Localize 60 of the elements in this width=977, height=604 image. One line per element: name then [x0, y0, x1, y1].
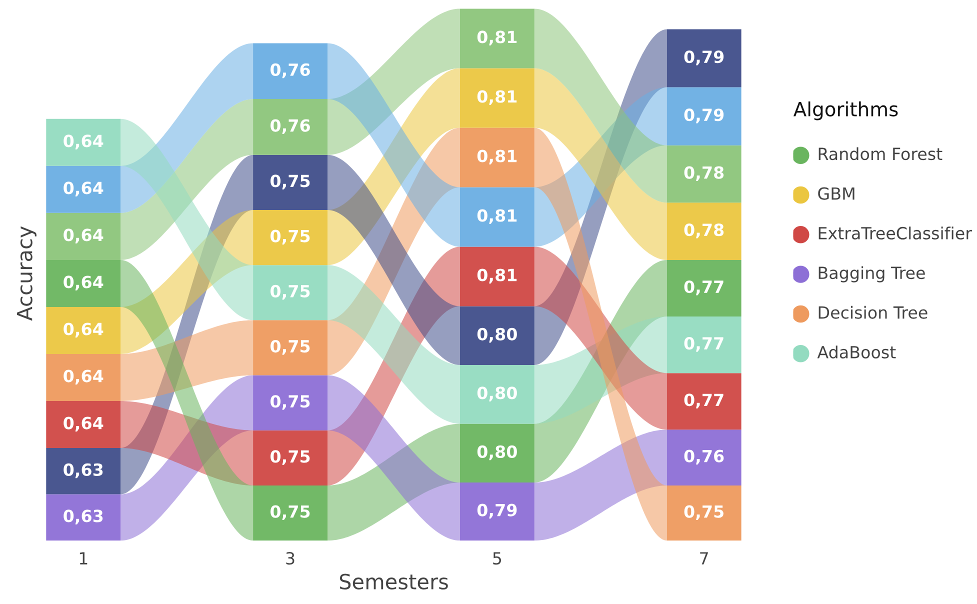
- data-label: 0,75: [270, 340, 310, 355]
- data-label: 0,80: [477, 386, 517, 402]
- data-label: 0,80: [477, 445, 517, 460]
- bar: [46, 401, 121, 448]
- data-label: 0,75: [270, 174, 310, 190]
- bar: [253, 210, 328, 266]
- bar: [46, 354, 121, 401]
- data-label: 0,81: [477, 30, 517, 46]
- category-label: ExtraTreeClassifier: [818, 226, 972, 240]
- data-label: 0,81: [477, 268, 517, 284]
- data-label: 0,75: [684, 505, 724, 520]
- data-label: 0,75: [270, 230, 310, 245]
- bar: [666, 145, 742, 203]
- data-label: 0,76: [270, 119, 310, 134]
- category-label: Bagging Tree: [818, 266, 925, 282]
- category-label: Random Forest: [818, 147, 942, 160]
- bar: [46, 212, 121, 260]
- bar: [666, 87, 742, 146]
- data-label: 0,80: [477, 328, 517, 343]
- category-label: Decision Tree: [818, 306, 928, 319]
- x-tick-label: 1: [80, 552, 88, 564]
- data-label: 0,75: [270, 450, 310, 465]
- data-label: 0,64: [64, 134, 104, 150]
- category-label: GBM: [818, 187, 854, 200]
- x-axis-title: Semesters: [340, 574, 448, 590]
- data-label: 0,63: [64, 510, 103, 524]
- data-label: 0,64: [64, 228, 104, 244]
- data-label: 0,76: [684, 450, 724, 465]
- bar: [46, 494, 121, 541]
- data-label: 0,75: [270, 395, 310, 410]
- data-label: 0,81: [477, 209, 517, 224]
- data-label: 0,81: [477, 90, 517, 105]
- data-label: 0,75: [270, 284, 310, 300]
- category-label: AdaBoost: [817, 346, 896, 358]
- text: Algorithms: [793, 101, 898, 120]
- data-label: 0,77: [684, 394, 724, 408]
- data-label: 0,64: [64, 182, 104, 196]
- x-tick-label: 7: [700, 552, 708, 564]
- data-label: 0,81: [477, 150, 517, 164]
- x-tick-label: 3: [286, 552, 294, 565]
- data-label: 0,64: [64, 322, 104, 338]
- data-label: 0,79: [684, 108, 724, 124]
- data-label: 0,79: [477, 504, 517, 519]
- data-label: 0,64: [64, 276, 104, 290]
- bar: [46, 166, 121, 213]
- data-label: 0,79: [684, 50, 724, 66]
- data-label: 0,75: [270, 505, 310, 520]
- data-label: 0,76: [270, 63, 310, 78]
- bar: [666, 373, 742, 430]
- data-label: 0,64: [64, 416, 104, 432]
- data-label: 0,64: [64, 370, 104, 384]
- data-label: 0,77: [684, 337, 724, 352]
- data-label: 0,77: [684, 280, 724, 296]
- x-tick-label: 5: [493, 552, 502, 565]
- data-label: 0,78: [684, 224, 724, 238]
- bar: [460, 482, 534, 541]
- y-axis-title: Accuracy: [16, 226, 36, 321]
- data-label: 0,63: [64, 463, 103, 478]
- data-label: 0,78: [684, 166, 724, 181]
- bar: [666, 202, 742, 260]
